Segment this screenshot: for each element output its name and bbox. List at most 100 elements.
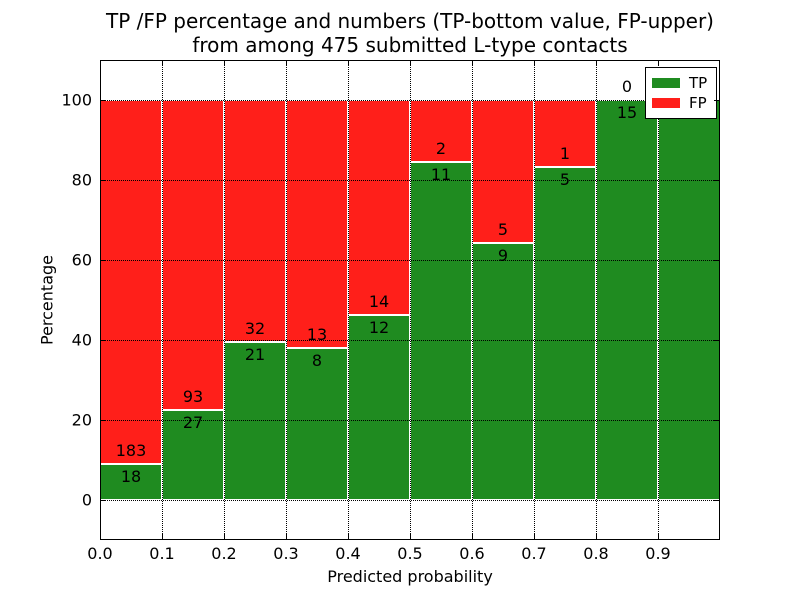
y-tick-mark (100, 340, 106, 341)
bar-fp-count-label: 1 (559, 143, 571, 163)
x-tick-label: 0.8 (583, 544, 609, 563)
x-tick-label: 0.0 (87, 544, 113, 563)
x-tick-mark-top (472, 534, 473, 540)
x-tick-mark (224, 60, 225, 66)
x-tick-mark-top (162, 534, 163, 540)
bar-tp-count-label: 21 (244, 344, 266, 364)
gridline-vertical (224, 60, 225, 540)
bar-tp-segment (658, 100, 720, 500)
bar-tp-count-label: 5 (559, 169, 571, 189)
y-tick-mark-right (714, 340, 720, 341)
x-tick-mark-top (224, 534, 225, 540)
x-tick-mark-top (348, 534, 349, 540)
x-tick-label: 0.1 (149, 544, 175, 563)
x-tick-label: 0.2 (211, 544, 237, 563)
gridline-horizontal (100, 340, 720, 341)
gridline-horizontal (100, 500, 720, 501)
bar-fp-count-label: 0 (621, 77, 633, 96)
legend-swatch-tp (652, 78, 680, 88)
gridline-vertical (286, 60, 287, 540)
gridline-vertical (596, 60, 597, 540)
bar-fp-segment (100, 100, 162, 465)
bar-fp-count-label: 183 (115, 441, 147, 461)
chart-title: TP /FP percentage and numbers (TP-bottom… (100, 9, 720, 57)
bar-tp-segment (162, 410, 224, 500)
bar-tp-segment (410, 161, 472, 500)
bar-fp-count-label: 2 (435, 138, 447, 158)
bar-fp-count-label: 13 (306, 324, 328, 344)
bar-tp-count-label: 15 (616, 103, 638, 122)
legend-item-fp: FP (652, 93, 710, 113)
gridline-vertical (162, 60, 163, 540)
y-tick-mark (100, 500, 106, 501)
bar-tp-count-label: 11 (430, 164, 452, 184)
gridline-vertical (534, 60, 535, 540)
x-tick-mark (162, 60, 163, 66)
x-tick-mark-top (596, 534, 597, 540)
bar-tp-segment (100, 464, 162, 500)
bar-fp-segment (348, 100, 410, 316)
gridline-horizontal (100, 100, 720, 101)
bar-fp-segment (162, 100, 224, 410)
bar-fp-segment (410, 100, 472, 162)
bar-tp-segment (286, 347, 348, 500)
y-tick-mark-right (714, 500, 720, 501)
y-tick-mark-right (714, 180, 720, 181)
bar-fp-count-label: 32 (244, 318, 266, 338)
x-tick-mark-top (658, 534, 659, 540)
bar-tp-segment (534, 166, 596, 500)
y-tick-label: 40 (71, 330, 92, 350)
x-tick-mark-top (410, 534, 411, 540)
legend-item-tp: TP (652, 73, 710, 93)
x-tick-mark (348, 60, 349, 66)
x-tick-mark (596, 60, 597, 66)
y-tick-mark (100, 100, 106, 101)
x-tick-mark-top (534, 534, 535, 540)
y-tick-label: 60 (71, 250, 92, 270)
bar-fp-count-label: 5 (497, 219, 509, 239)
gridline-vertical (348, 60, 349, 540)
bar-fp-segment (224, 100, 286, 342)
x-tick-mark-top (286, 534, 287, 540)
legend-label: FP (689, 93, 707, 112)
x-tick-label: 0.5 (397, 544, 423, 563)
y-tick-label: 0 (81, 490, 92, 510)
bar-tp-count-label: 18 (120, 467, 142, 487)
gridline-horizontal (100, 420, 720, 421)
x-tick-mark (534, 60, 535, 66)
y-tick-mark (100, 180, 106, 181)
chart-title-line1: TP /FP percentage and numbers (TP-bottom… (106, 9, 714, 33)
bar-tp-count-label: 8 (311, 350, 323, 370)
x-tick-label: 0.4 (335, 544, 361, 563)
legend: TP FP (645, 67, 717, 119)
bar-tp-count-label: 12 (368, 318, 390, 338)
bar-fp-count-label: 93 (182, 387, 204, 406)
bar-tp-count-label: 27 (182, 413, 204, 432)
y-tick-mark-right (714, 260, 720, 261)
x-axis-label: Predicted probability (327, 567, 493, 586)
x-tick-mark (658, 60, 659, 66)
gridline-horizontal (100, 260, 720, 261)
bar-tp-segment (472, 242, 534, 500)
x-tick-mark (410, 60, 411, 66)
y-tick-mark-right (714, 100, 720, 101)
bar-tp-count-label: 9 (497, 245, 509, 265)
x-tick-label: 0.7 (521, 544, 547, 563)
y-tick-mark-right (714, 420, 720, 421)
x-tick-label: 0.3 (273, 544, 299, 563)
bar-tp-segment (596, 100, 658, 500)
y-tick-mark (100, 420, 106, 421)
bar-tp-segment (348, 315, 410, 500)
gridline-vertical (658, 60, 659, 540)
y-tick-label: 80 (71, 170, 92, 190)
gridline-horizontal (100, 180, 720, 181)
x-tick-mark (286, 60, 287, 66)
y-tick-label: 100 (61, 90, 92, 110)
legend-label: TP (689, 73, 708, 92)
x-tick-label: 0.6 (459, 544, 485, 563)
gridline-vertical (410, 60, 411, 540)
bar-fp-count-label: 14 (368, 292, 390, 312)
x-tick-mark (472, 60, 473, 66)
